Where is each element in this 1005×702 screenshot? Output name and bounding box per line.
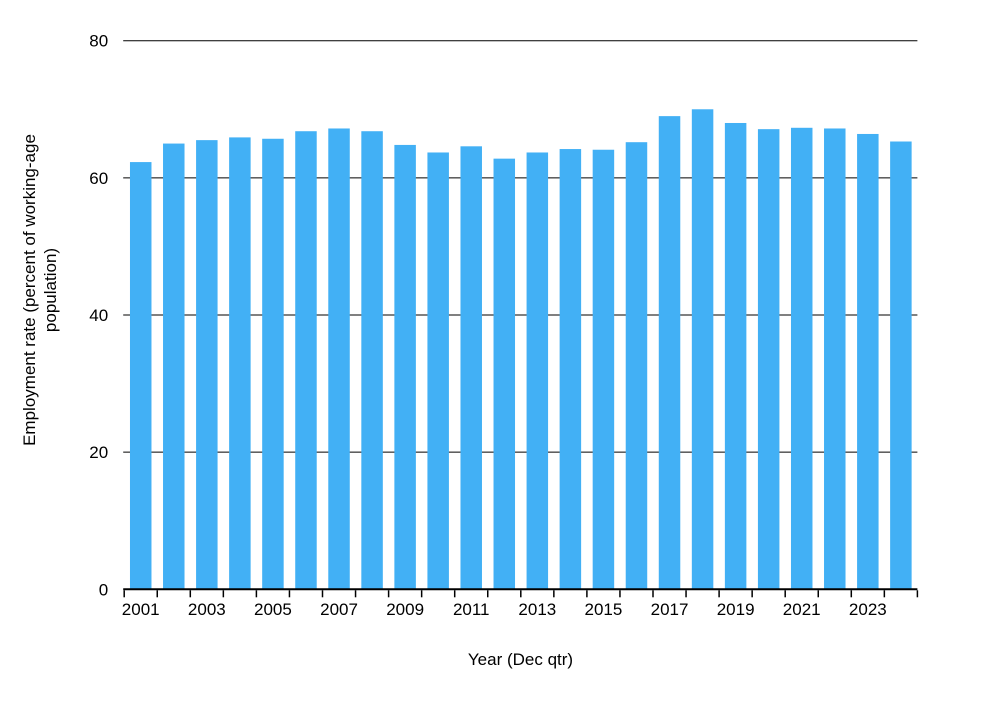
x-tick-label-2015: 2015 xyxy=(585,600,623,619)
x-tick-label-2019: 2019 xyxy=(717,600,755,619)
bar-2009 xyxy=(394,144,416,590)
x-tick-label-2013: 2013 xyxy=(518,600,556,619)
bar-2020 xyxy=(757,129,780,590)
bar-2013 xyxy=(526,152,549,590)
bar-2015 xyxy=(592,149,615,590)
bar-2002 xyxy=(163,143,185,590)
bar-2018 xyxy=(691,109,714,590)
bar-2024 xyxy=(890,141,912,590)
x-tick-label-2001: 2001 xyxy=(122,600,160,619)
bar-2016 xyxy=(625,142,648,590)
y-axis-title-line1: Employment rate (percent of working-age xyxy=(20,134,39,446)
x-tick-label-2011: 2011 xyxy=(453,600,490,619)
x-tick-label-2021: 2021 xyxy=(783,600,821,619)
bar-2021 xyxy=(790,127,813,590)
x-tick-label-2007: 2007 xyxy=(320,600,358,619)
x-tick-label-2023: 2023 xyxy=(849,600,887,619)
bar-2017 xyxy=(658,116,681,590)
bar-2014 xyxy=(559,149,582,590)
y-tick-label-40: 40 xyxy=(89,306,108,325)
x-tick-label-2003: 2003 xyxy=(188,600,226,619)
bar-2004 xyxy=(229,137,251,590)
bar-2005 xyxy=(262,138,284,590)
y-tick-label-20: 20 xyxy=(89,443,108,462)
bar-2011 xyxy=(460,146,482,590)
bar-2006 xyxy=(295,131,317,590)
bar-2008 xyxy=(361,131,383,590)
y-tick-label-80: 80 xyxy=(89,32,108,51)
x-tick-label-2005: 2005 xyxy=(254,600,292,619)
bar-2022 xyxy=(824,128,846,590)
x-axis-title: Year (Dec qtr) xyxy=(467,650,574,669)
x-tick-label-2009: 2009 xyxy=(386,600,424,619)
bar-2023 xyxy=(857,133,879,590)
bar-2010 xyxy=(427,152,449,590)
y-tick-label-0: 0 xyxy=(99,580,108,599)
y-tick-label-60: 60 xyxy=(89,169,108,188)
bar-2012 xyxy=(493,158,516,590)
bar-2001 xyxy=(129,162,152,590)
bar-2007 xyxy=(328,128,350,590)
bar-2019 xyxy=(724,122,747,590)
y-axis-title-line2: population) xyxy=(41,247,60,333)
y-axis-title: Employment rate (percent of working-age … xyxy=(19,38,61,542)
bar-2003 xyxy=(196,140,218,590)
x-tick-label-2017: 2017 xyxy=(651,600,689,619)
